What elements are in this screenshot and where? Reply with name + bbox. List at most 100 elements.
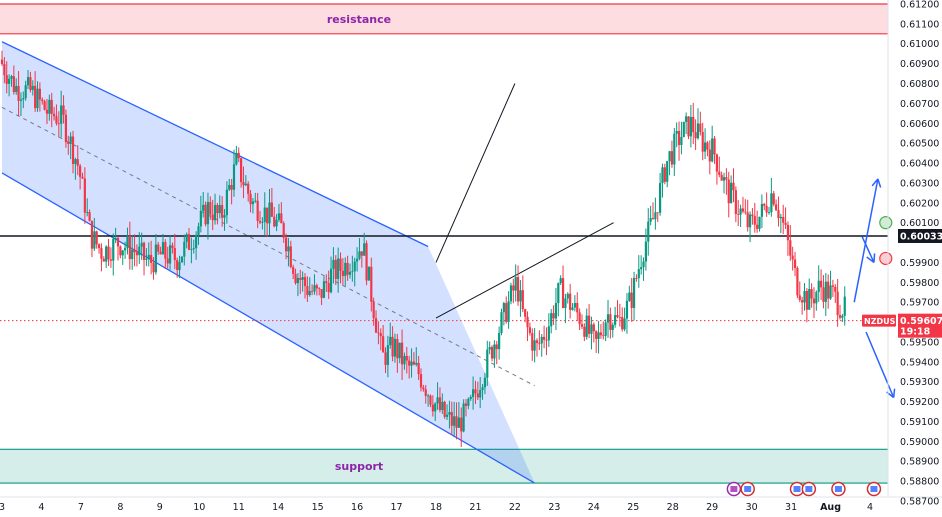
- candle[interactable]: [64, 109, 68, 148]
- candle[interactable]: [204, 201, 207, 227]
- candle[interactable]: [19, 92, 23, 116]
- flag-icon[interactable]: [740, 481, 755, 497]
- candle[interactable]: [36, 81, 39, 112]
- candle[interactable]: [268, 189, 271, 236]
- candle[interactable]: [128, 221, 131, 270]
- candle[interactable]: [763, 202, 766, 211]
- candle[interactable]: [112, 233, 115, 276]
- candle[interactable]: [50, 92, 53, 128]
- candle[interactable]: [666, 160, 669, 188]
- candle[interactable]: [838, 304, 842, 320]
- candle[interactable]: [744, 199, 747, 215]
- candle[interactable]: [123, 241, 127, 259]
- flag-icon[interactable]: [789, 481, 805, 497]
- candle[interactable]: [538, 330, 541, 351]
- candle[interactable]: [43, 99, 46, 111]
- candle[interactable]: [114, 227, 117, 244]
- candle[interactable]: [3, 57, 6, 84]
- candle[interactable]: [647, 208, 650, 256]
- candle[interactable]: [239, 157, 243, 188]
- time-axis[interactable]: 3 4 7 8 9 10 11 14 15 16 17 18 21 22 23 24 25 28 29 30 31 Aug…: [0, 481, 942, 514]
- candle[interactable]: [408, 355, 411, 379]
- candle[interactable]: [386, 335, 389, 378]
- candle[interactable]: [173, 233, 176, 270]
- candle[interactable]: [474, 380, 477, 405]
- candle[interactable]: [318, 287, 321, 296]
- forecast-arrow-0[interactable]: [853, 178, 882, 303]
- candle[interactable]: [637, 255, 640, 288]
- candle[interactable]: [185, 232, 188, 249]
- candle[interactable]: [533, 328, 536, 363]
- candle[interactable]: [505, 296, 508, 324]
- candle[interactable]: [812, 287, 816, 319]
- candle[interactable]: [164, 239, 167, 270]
- candle[interactable]: [88, 209, 91, 222]
- candle[interactable]: [313, 274, 316, 295]
- candle[interactable]: [52, 106, 56, 121]
- candle[interactable]: [249, 190, 252, 213]
- candle[interactable]: [171, 242, 174, 254]
- candle[interactable]: [711, 125, 714, 163]
- candle[interactable]: [597, 320, 600, 354]
- candle[interactable]: [590, 316, 593, 350]
- candle[interactable]: [176, 257, 179, 278]
- candle[interactable]: [585, 308, 588, 340]
- flag-icon[interactable]: [866, 481, 882, 497]
- candle[interactable]: [34, 71, 37, 112]
- candle[interactable]: [625, 293, 629, 334]
- candle[interactable]: [306, 276, 309, 302]
- candle[interactable]: [606, 299, 610, 338]
- candle[interactable]: [448, 400, 451, 429]
- candle[interactable]: [436, 382, 439, 410]
- candle[interactable]: [798, 281, 801, 303]
- candle[interactable]: [280, 202, 283, 224]
- candle[interactable]: [348, 263, 352, 279]
- candle[interactable]: [469, 394, 472, 401]
- candle[interactable]: [86, 198, 89, 217]
- candle[interactable]: [580, 314, 584, 329]
- candle[interactable]: [815, 290, 818, 311]
- candle[interactable]: [76, 145, 79, 176]
- candle[interactable]: [632, 271, 636, 321]
- candle[interactable]: [720, 171, 723, 181]
- candle[interactable]: [382, 324, 385, 353]
- candle[interactable]: [571, 303, 574, 311]
- candle[interactable]: [431, 395, 434, 417]
- candle[interactable]: [79, 163, 82, 190]
- candle[interactable]: [727, 171, 730, 218]
- candle[interactable]: [493, 340, 496, 368]
- candle[interactable]: [445, 404, 449, 420]
- candle[interactable]: [69, 132, 72, 160]
- candle[interactable]: [616, 300, 619, 319]
- candle[interactable]: [784, 207, 787, 229]
- candle[interactable]: [301, 271, 304, 292]
- candle[interactable]: [573, 295, 576, 312]
- candle[interactable]: [644, 228, 647, 271]
- trend-line-1[interactable]: [435, 222, 614, 319]
- candle[interactable]: [756, 210, 759, 233]
- candle[interactable]: [367, 266, 371, 281]
- candle[interactable]: [765, 192, 768, 217]
- candle[interactable]: [339, 252, 342, 284]
- candle[interactable]: [355, 247, 359, 272]
- candle[interactable]: [528, 322, 532, 336]
- candle[interactable]: [322, 276, 326, 299]
- candle[interactable]: [90, 220, 94, 258]
- candle[interactable]: [827, 274, 830, 309]
- candle[interactable]: [819, 269, 823, 300]
- candle[interactable]: [365, 240, 368, 286]
- candle[interactable]: [822, 275, 825, 309]
- candle[interactable]: [642, 257, 645, 281]
- candle[interactable]: [640, 255, 643, 275]
- candle[interactable]: [8, 74, 11, 97]
- candle[interactable]: [41, 97, 44, 105]
- candle[interactable]: [831, 279, 835, 297]
- candle[interactable]: [583, 323, 586, 342]
- candle[interactable]: [244, 175, 247, 187]
- candle[interactable]: [595, 330, 598, 354]
- candle[interactable]: [524, 308, 527, 323]
- candle[interactable]: [663, 163, 666, 185]
- channel-lower-line[interactable]: [1, 172, 535, 484]
- candle[interactable]: [379, 328, 382, 351]
- candle[interactable]: [190, 237, 193, 264]
